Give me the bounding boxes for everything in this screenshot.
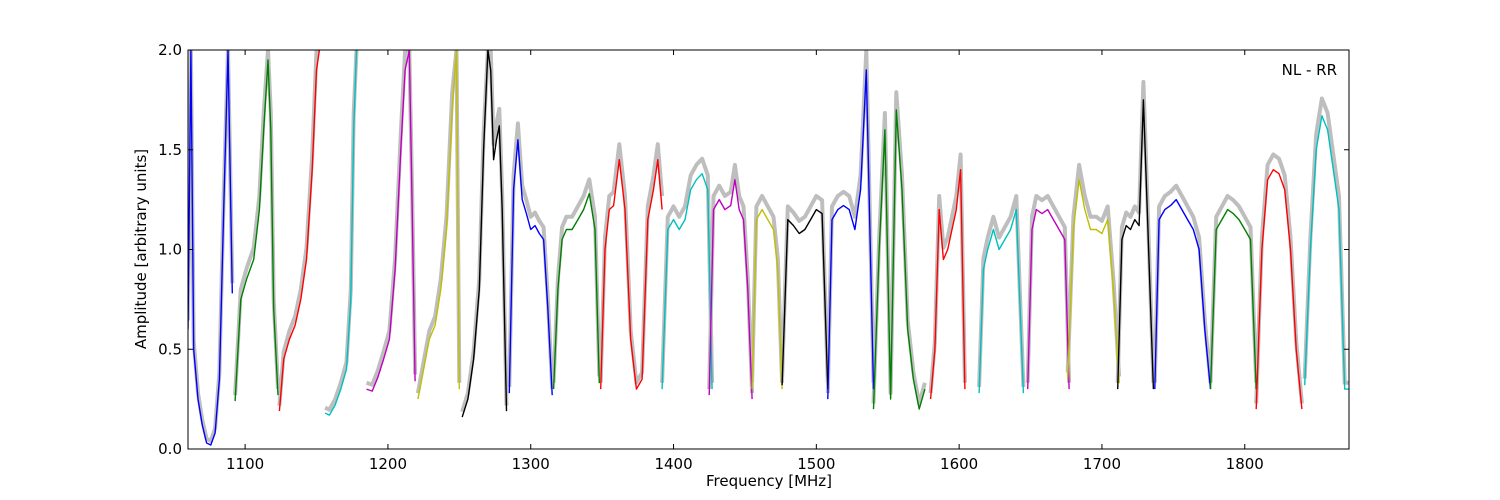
band-line-18 xyxy=(978,208,1025,394)
background-trace-1 xyxy=(188,50,235,443)
background-trace-18 xyxy=(977,194,1026,387)
band-line-22 xyxy=(1154,198,1212,390)
background-trace-12 xyxy=(707,162,755,394)
x-tick-label: 1600 xyxy=(940,455,978,473)
band-line-12 xyxy=(708,178,753,400)
background-trace-17 xyxy=(928,152,967,394)
y-tick-label: 1.5 xyxy=(158,141,182,159)
background-trace-13 xyxy=(750,194,785,383)
band-line-3 xyxy=(278,50,321,412)
band-line-11 xyxy=(661,172,713,390)
background-trace-22 xyxy=(1152,183,1213,383)
band-line-13 xyxy=(751,208,783,390)
band-line-1 xyxy=(188,50,233,446)
background-trace-19 xyxy=(1025,194,1072,383)
band-line-5 xyxy=(366,50,416,392)
band-series xyxy=(188,50,1349,446)
band-line-21 xyxy=(1117,99,1155,390)
band-line-7 xyxy=(461,50,508,418)
background-spectrum xyxy=(188,50,1349,443)
band-line-14 xyxy=(781,208,829,390)
band-line-8 xyxy=(508,139,553,396)
band-line-9 xyxy=(552,192,600,390)
background-trace-11 xyxy=(660,156,715,383)
x-tick-label: 1700 xyxy=(1083,455,1121,473)
background-trace-5 xyxy=(365,50,418,387)
background-trace-9 xyxy=(551,177,602,383)
background-trace-15 xyxy=(825,50,876,394)
band-line-4 xyxy=(324,50,358,416)
background-trace-2 xyxy=(233,50,280,396)
band-line-6 xyxy=(417,50,460,400)
band-line-2 xyxy=(234,59,279,402)
background-trace-3 xyxy=(277,50,320,406)
x-tick-label: 1400 xyxy=(654,455,692,473)
y-tick-label: 2.0 xyxy=(158,41,182,59)
plot-frame xyxy=(187,49,1350,450)
background-trace-23 xyxy=(1208,194,1259,383)
x-tick-label: 1100 xyxy=(226,455,264,473)
y-tick-label: 0.0 xyxy=(158,440,182,458)
background-trace-24 xyxy=(1254,152,1304,404)
y-axis-label: Amplitude [arbitrary units] xyxy=(132,149,150,349)
band-line-10 xyxy=(600,158,663,390)
band-line-19 xyxy=(1027,208,1070,390)
band-line-24 xyxy=(1255,168,1303,410)
axis-ticks: 1100 1200 1300 1400 1500 1600 1700 1800 0.0 0.5 1.… xyxy=(158,41,1349,473)
x-tick-label: 1200 xyxy=(369,455,407,473)
band-line-15 xyxy=(827,69,875,400)
plot-border xyxy=(187,49,1350,450)
band-line-20 xyxy=(1067,178,1120,384)
background-trace-14 xyxy=(780,194,830,383)
x-axis-label: Frequency [MHz] xyxy=(706,472,832,490)
band-line-16 xyxy=(872,109,926,410)
band-line-25 xyxy=(1304,115,1349,390)
background-trace-16 xyxy=(871,90,927,406)
x-tick-label: 1800 xyxy=(1226,455,1264,473)
y-tick-label: 1.0 xyxy=(158,241,182,259)
chart-annotation: NL - RR xyxy=(1282,61,1337,79)
band-line-23 xyxy=(1209,208,1257,390)
x-tick-label: 1500 xyxy=(797,455,835,473)
band-line-17 xyxy=(929,168,966,400)
background-trace-7 xyxy=(460,50,509,413)
x-tick-label: 1300 xyxy=(512,455,550,473)
background-trace-20 xyxy=(1065,162,1122,377)
y-tick-label: 0.5 xyxy=(158,340,182,358)
